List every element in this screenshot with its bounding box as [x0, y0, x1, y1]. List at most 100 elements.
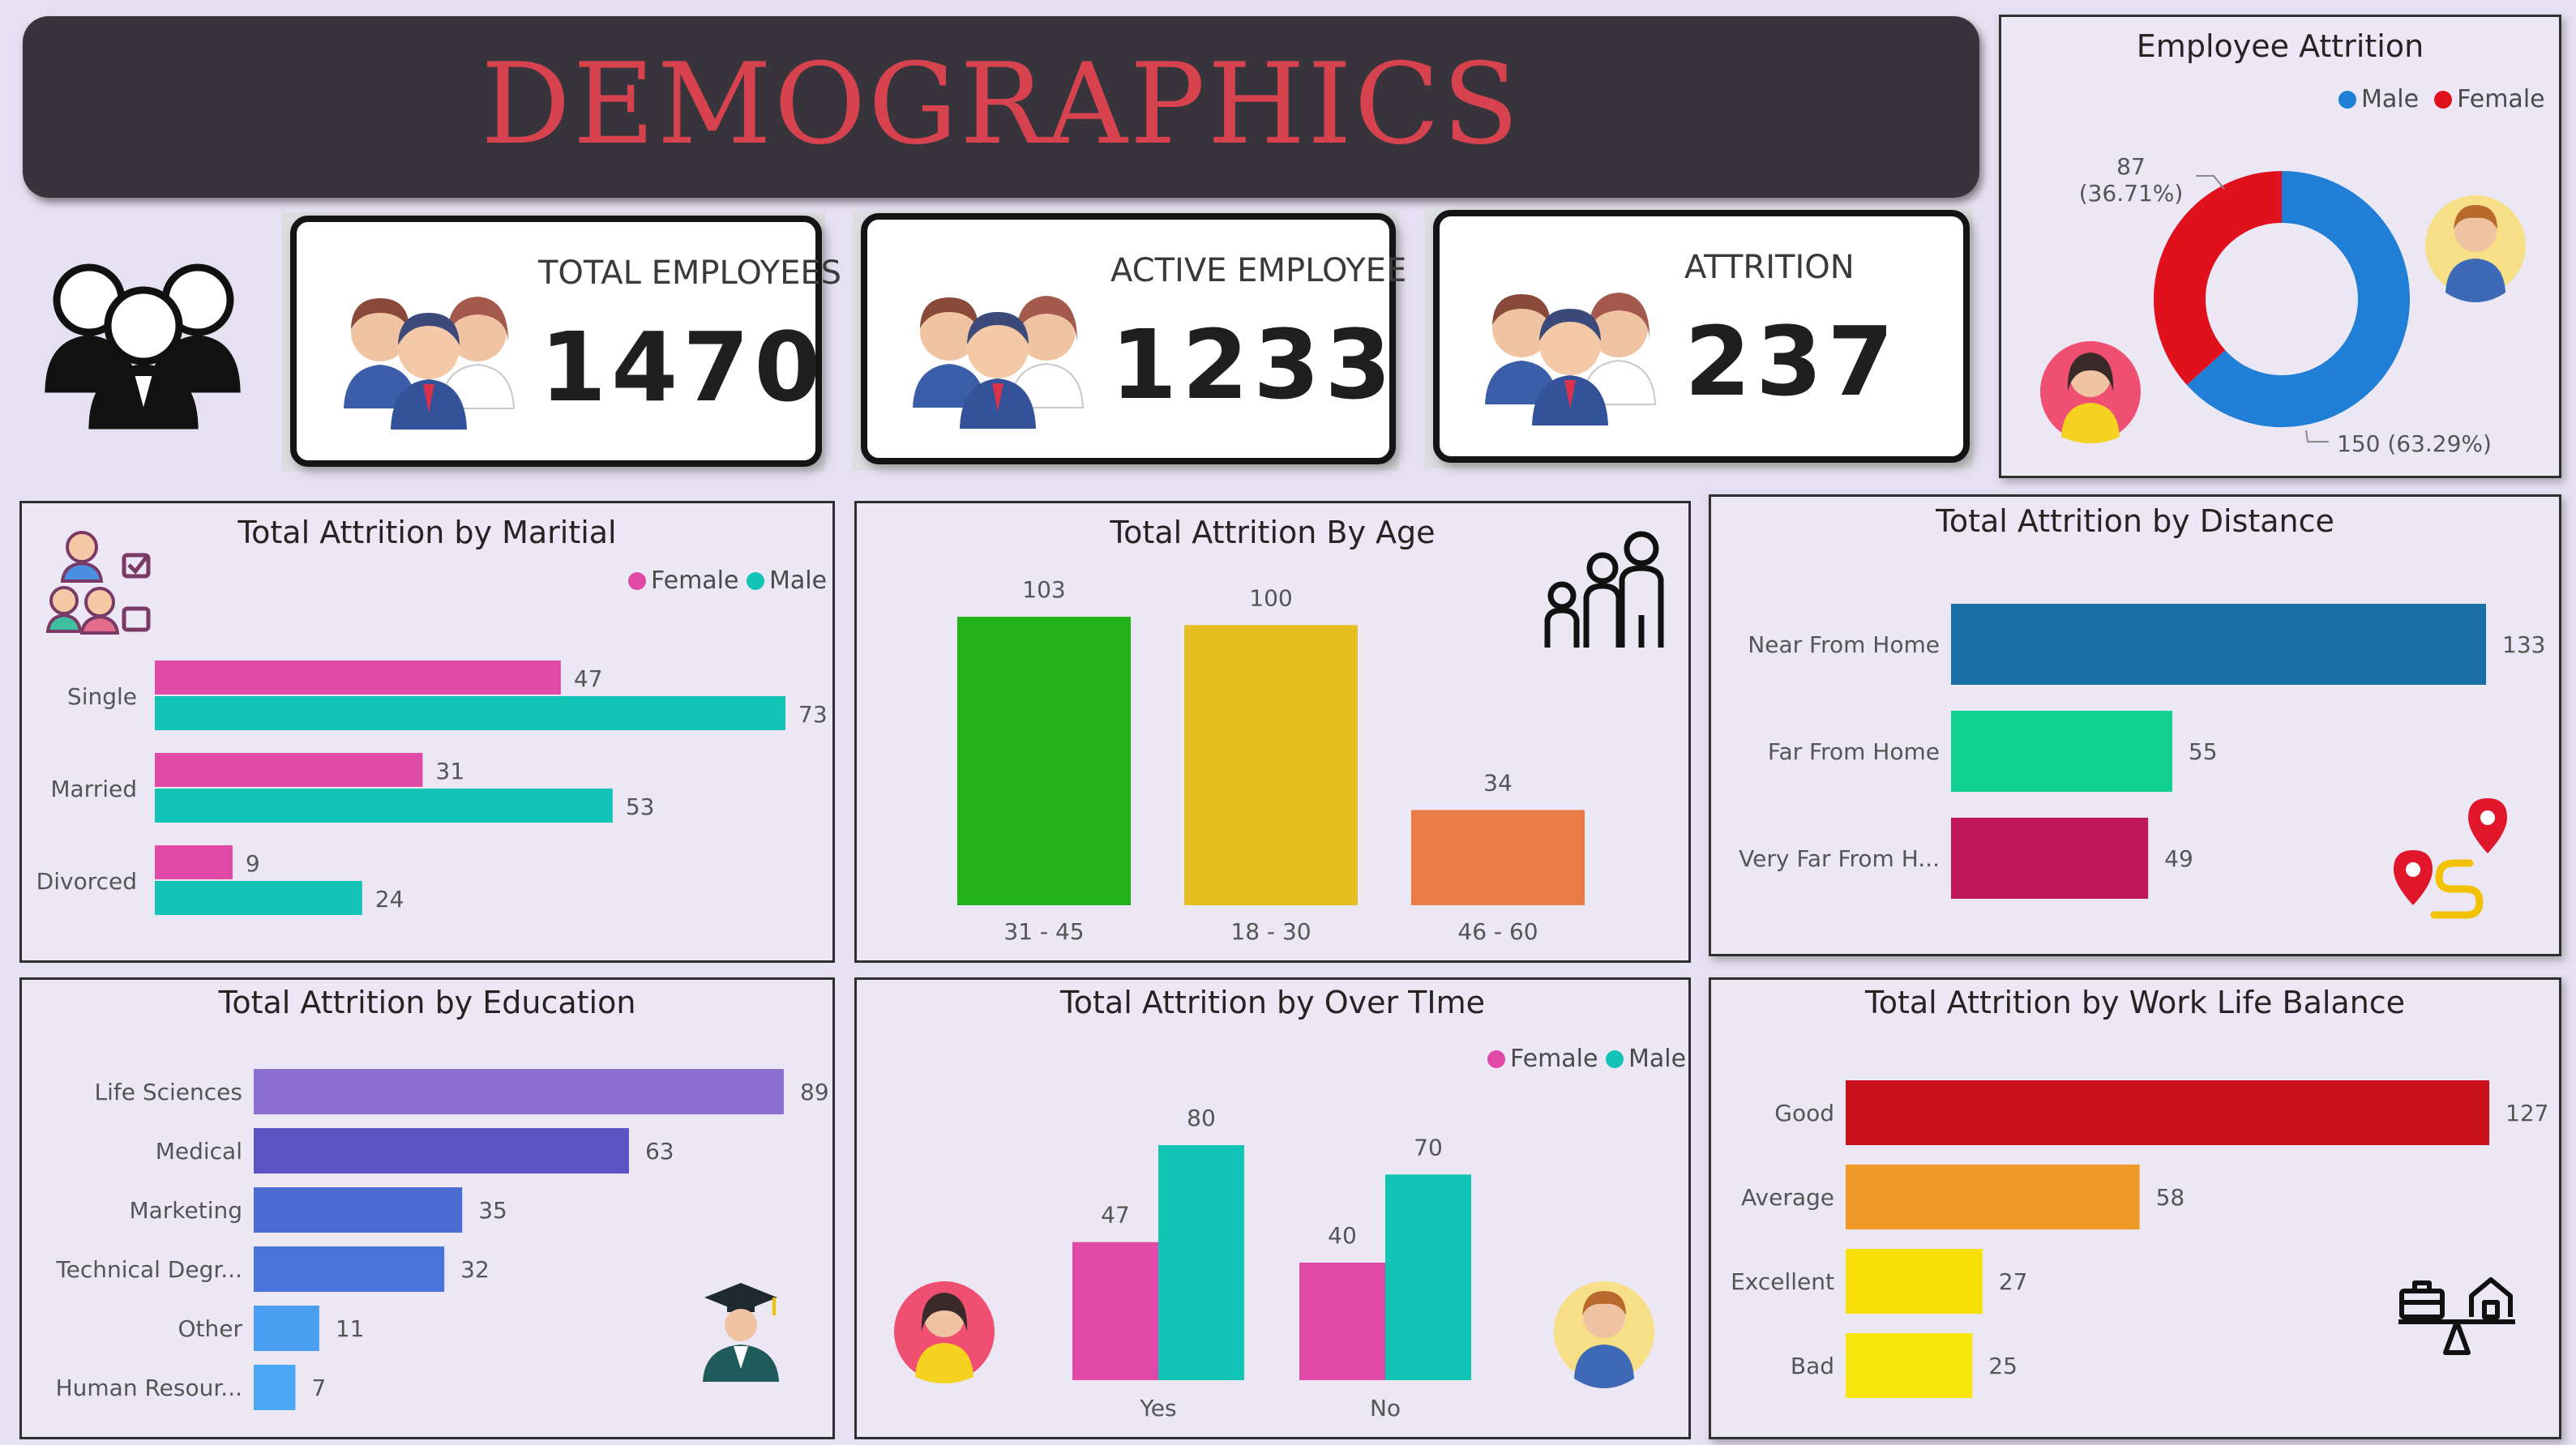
category-label: Very Far From H...: [1739, 845, 1940, 872]
donut-label-percent: (36.71%): [2078, 180, 2184, 207]
data-label: 70: [1414, 1134, 1443, 1161]
donut-label-female: 87 (36.71%): [2074, 153, 2188, 207]
data-label: 103: [1022, 576, 1065, 603]
legend-item: Male: [769, 566, 828, 595]
education-bar-chart: Life Sciences 89 Medical 63 Marketing 35 Techn…: [55, 1069, 829, 1410]
bar: [1846, 1080, 2489, 1145]
data-label: 9: [246, 850, 260, 877]
bar: [1951, 711, 2172, 792]
category-label: Near From Home: [1748, 631, 1940, 658]
legend-swatch: [2339, 91, 2356, 109]
category-label: Bad: [1791, 1353, 1834, 1379]
data-label: 89: [800, 1079, 829, 1105]
panel-attrition-worklife: Total Attrition by Work Life Balance Goo…: [1709, 977, 2561, 1439]
family-icon: [1544, 531, 1664, 648]
data-label: 24: [375, 886, 404, 913]
kpi-value: 1470: [540, 311, 826, 423]
legend-item: Male: [1628, 1045, 1687, 1073]
bar: [1072, 1242, 1158, 1380]
kpi-label: ATTRITION: [1684, 249, 1855, 286]
chart-title: Total Attrition by Maritial: [237, 515, 617, 550]
employees-group-icon: [344, 297, 516, 430]
category-label: Marketing: [129, 1197, 242, 1224]
chart-title: Total Attrition by Work Life Balance: [1864, 985, 2406, 1020]
category-label: 18 - 30: [1230, 918, 1311, 945]
category-label: Divorced: [36, 868, 137, 895]
bar: [155, 845, 233, 879]
donut-slice: [2154, 171, 2283, 386]
legend-swatch: [628, 572, 646, 590]
data-label: 133: [2502, 631, 2545, 658]
legend-item: Female: [2457, 85, 2545, 113]
panel-attrition-overtime: Total Attrition by Over TIme Female Male…: [854, 977, 1691, 1439]
legend-swatch: [1606, 1050, 1624, 1068]
data-label: 49: [2164, 845, 2193, 872]
panel-employee-attrition: Employee Attrition Male Female 87 (36.71…: [1999, 15, 2561, 478]
bar: [1184, 625, 1358, 905]
bar: [1846, 1333, 1973, 1398]
bar: [155, 661, 561, 695]
category-label: Good: [1774, 1100, 1834, 1127]
donut-chart: [2040, 171, 2526, 443]
category-label: Other: [178, 1315, 242, 1342]
panel-attrition-distance: Total Attrition by Distance Near From Ho…: [1709, 494, 2561, 956]
male-avatar-icon: [2425, 195, 2526, 302]
bar: [1299, 1263, 1385, 1380]
legend-item: Female: [1510, 1045, 1598, 1073]
category-label: Life Sciences: [95, 1079, 243, 1105]
legend-swatch: [747, 572, 765, 590]
category-label: Medical: [156, 1138, 242, 1165]
legend: Male Female: [2339, 85, 2545, 113]
data-label: 11: [336, 1315, 365, 1342]
bar: [254, 1187, 463, 1233]
data-label: 47: [1101, 1202, 1130, 1229]
data-label: 47: [574, 665, 603, 692]
data-label: 63: [645, 1138, 674, 1165]
category-label: Single: [67, 683, 137, 710]
marital-status-icon: [45, 531, 151, 635]
route-map-pin-icon: [2394, 798, 2507, 919]
group-people-icon: [45, 263, 241, 430]
bar: [1846, 1249, 1983, 1314]
chart-title: Total Attrition by Education: [218, 985, 636, 1020]
graduate-icon: [703, 1283, 779, 1382]
data-label: 53: [626, 793, 655, 820]
data-label: 100: [1249, 584, 1292, 611]
legend-swatch: [1487, 1050, 1505, 1068]
category-label: Yes: [1139, 1395, 1176, 1421]
bar: [155, 789, 613, 823]
work-life-balance-icon: [2398, 1277, 2515, 1355]
category-label: 46 - 60: [1457, 918, 1538, 945]
data-label: 25: [1988, 1353, 2018, 1379]
donut-label-male: 150 (63.29%): [2337, 430, 2492, 457]
male-avatar-icon: [1554, 1281, 1654, 1388]
category-label: Far From Home: [1768, 738, 1940, 765]
data-label: 58: [2156, 1184, 2185, 1211]
category-label: Married: [50, 776, 137, 802]
female-avatar-icon: [2040, 341, 2141, 443]
data-label: 34: [1483, 769, 1513, 796]
chart-title: Total Attrition by Over TIme: [1060, 985, 1485, 1020]
kpi-card-total-employees: TOTAL EMPLOYEES 1470: [290, 216, 841, 467]
chart-title: Total Attrition by Distance: [1936, 503, 2334, 539]
legend: Female Male: [1487, 1045, 1686, 1073]
bar: [254, 1365, 296, 1410]
bar: [155, 696, 785, 730]
bar: [254, 1246, 445, 1292]
legend-swatch: [2434, 91, 2453, 109]
overtime-avatars: [894, 1281, 1654, 1388]
kpi-value: 237: [1684, 306, 1899, 417]
bar: [1951, 818, 2149, 899]
donut-slice: [2186, 171, 2410, 427]
kpi-card-active-employee: ACTIVE EMPLOYEE 1233: [861, 213, 1406, 464]
kpi-value: 1233: [1110, 309, 1397, 421]
bar: [155, 881, 362, 915]
bar: [1385, 1174, 1471, 1380]
employees-group-icon: [1485, 293, 1657, 425]
data-label: 40: [1328, 1222, 1357, 1249]
data-label: 80: [1187, 1105, 1216, 1131]
data-label: 73: [798, 701, 828, 728]
bar: [957, 617, 1131, 905]
panel-attrition-marital: Total Attrition by Maritial Female Male …: [19, 501, 835, 963]
legend-item: Male: [2361, 85, 2420, 113]
